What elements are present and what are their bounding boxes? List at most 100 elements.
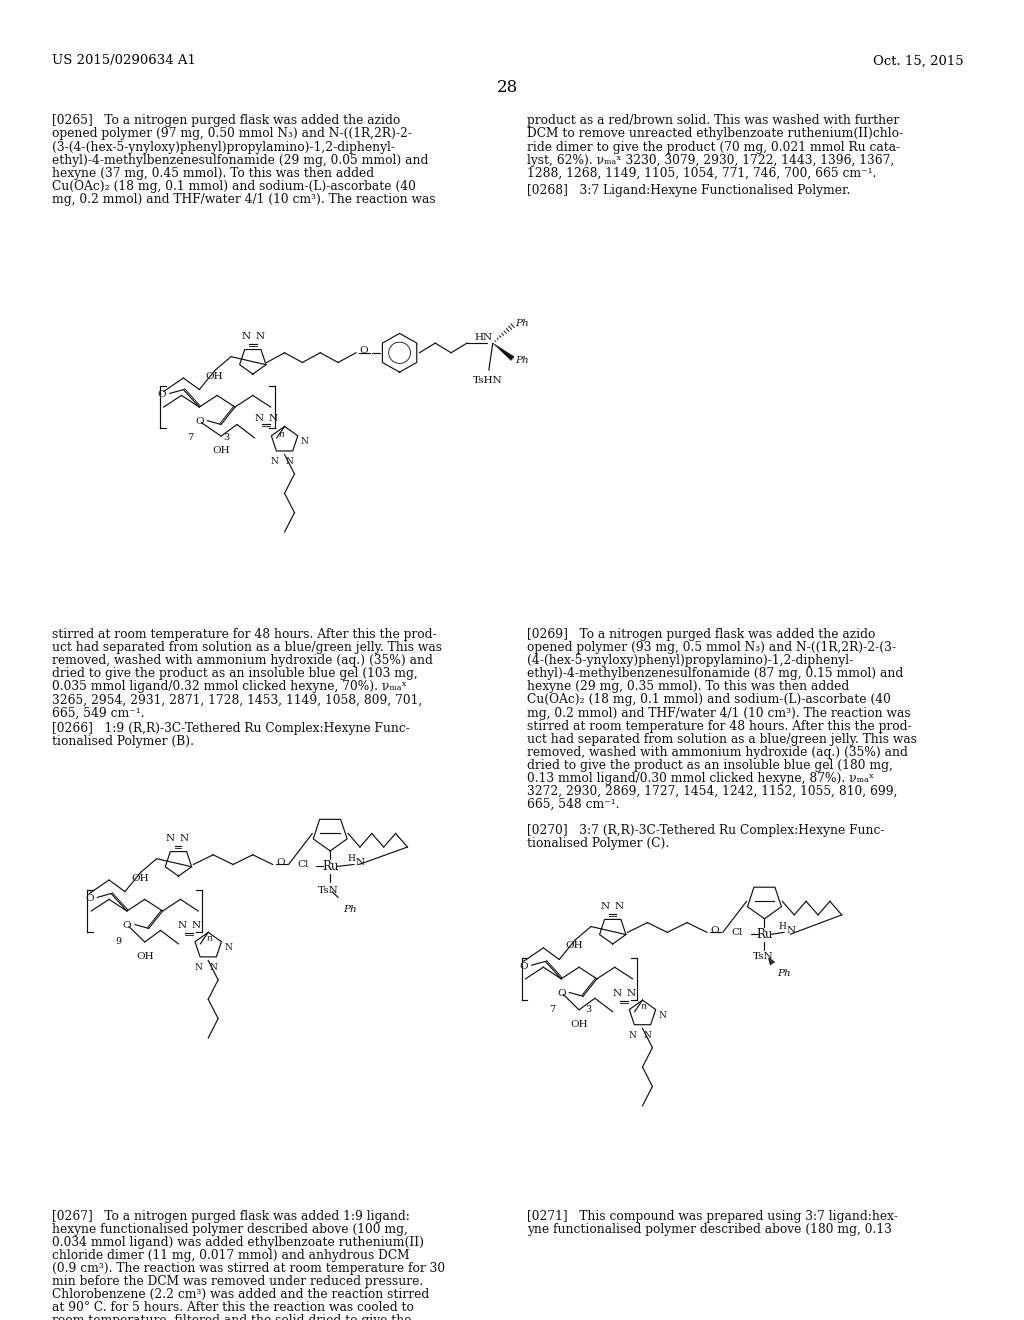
Text: N: N (612, 989, 622, 998)
Text: min before the DCM was removed under reduced pressure.: min before the DCM was removed under red… (51, 1275, 423, 1288)
Text: ethyl)-4-methylbenzenesulfonamide (29 mg, 0.05 mmol) and: ethyl)-4-methylbenzenesulfonamide (29 mg… (51, 153, 428, 166)
Text: chloride dimer (11 mg, 0.017 mmol) and anhydrous DCM: chloride dimer (11 mg, 0.017 mmol) and a… (51, 1249, 410, 1262)
Text: Ru: Ru (322, 859, 338, 873)
Text: (3-(4-(hex-5-ynyloxy)phenyl)propylamino)-1,2-diphenyl-: (3-(4-(hex-5-ynyloxy)phenyl)propylamino)… (51, 140, 394, 153)
Text: N: N (270, 458, 279, 466)
Text: mg, 0.2 mmol) and THF/water 4/1 (10 cm³). The reaction was: mg, 0.2 mmol) and THF/water 4/1 (10 cm³)… (527, 706, 911, 719)
Text: 0.13 mmol ligand/0.30 mmol clicked hexyne, 87%). νₘₐˣ: 0.13 mmol ligand/0.30 mmol clicked hexyn… (527, 772, 874, 785)
Text: O: O (276, 858, 285, 867)
Text: N: N (268, 413, 278, 422)
Text: dried to give the product as an insoluble blue gel (103 mg,: dried to give the product as an insolubl… (51, 668, 418, 680)
Text: 3265, 2954, 2931, 2871, 1728, 1453, 1149, 1058, 809, 701,: 3265, 2954, 2931, 2871, 1728, 1453, 1149… (51, 693, 422, 706)
Text: n: n (640, 1002, 646, 1011)
Text: n: n (206, 935, 212, 944)
Text: ride dimer to give the product (70 mg, 0.021 mmol Ru cata-: ride dimer to give the product (70 mg, 0… (527, 140, 901, 153)
Text: hexyne (29 mg, 0.35 mmol). To this was then added: hexyne (29 mg, 0.35 mmol). To this was t… (527, 680, 850, 693)
Text: 28: 28 (497, 79, 518, 96)
Text: N: N (658, 1011, 667, 1020)
Text: lyst, 62%). νₘₐˣ 3230, 3079, 2930, 1722, 1443, 1396, 1367,: lyst, 62%). νₘₐˣ 3230, 3079, 2930, 1722,… (527, 153, 895, 166)
Text: N: N (166, 834, 175, 843)
Text: [0269]   To a nitrogen purged flask was added the azido: [0269] To a nitrogen purged flask was ad… (527, 628, 876, 642)
Text: TsHN: TsHN (473, 376, 503, 385)
Text: HN: HN (475, 333, 493, 342)
Text: N: N (178, 921, 187, 931)
Text: H: H (347, 854, 355, 863)
Text: Ph: Ph (343, 906, 356, 915)
Text: O: O (557, 989, 565, 998)
Text: Cl: Cl (731, 928, 742, 937)
Text: 7: 7 (187, 433, 194, 442)
Text: stirred at room temperature for 48 hours. After this the prod-: stirred at room temperature for 48 hours… (527, 719, 912, 733)
Text: OH: OH (205, 371, 223, 380)
Text: O: O (359, 346, 369, 355)
Text: 3272, 2930, 2869, 1727, 1454, 1242, 1152, 1055, 810, 699,: 3272, 2930, 2869, 1727, 1454, 1242, 1152… (527, 785, 898, 799)
Text: uct had separated from solution as a blue/green jelly. This was: uct had separated from solution as a blu… (527, 733, 918, 746)
Text: mg, 0.2 mmol) and THF/water 4/1 (10 cm³). The reaction was: mg, 0.2 mmol) and THF/water 4/1 (10 cm³)… (51, 193, 435, 206)
Text: hexyne functionalised polymer described above (100 mg,: hexyne functionalised polymer described … (51, 1222, 408, 1236)
Text: (4-(hex-5-ynyloxy)phenyl)propylamino)-1,2-diphenyl-: (4-(hex-5-ynyloxy)phenyl)propylamino)-1,… (527, 655, 854, 667)
Text: (0.9 cm³). The reaction was stirred at room temperature for 30: (0.9 cm³). The reaction was stirred at r… (51, 1262, 444, 1275)
Text: TsN: TsN (318, 886, 339, 895)
Text: N: N (614, 902, 624, 911)
Text: N: N (195, 964, 202, 973)
Text: dried to give the product as an insoluble blue gel (180 mg,: dried to give the product as an insolubl… (527, 759, 893, 772)
Text: removed, washed with ammonium hydroxide (aq.) (35%) and: removed, washed with ammonium hydroxide … (527, 746, 908, 759)
Text: [0271]   This compound was prepared using 3:7 ligand:hex-: [0271] This compound was prepared using … (527, 1209, 898, 1222)
Text: ethyl)-4-methylbenzenesulfonamide (87 mg, 0.15 mmol) and: ethyl)-4-methylbenzenesulfonamide (87 mg… (527, 668, 904, 680)
Text: OH: OH (570, 1019, 588, 1028)
Text: N: N (242, 333, 251, 341)
Text: OH: OH (212, 446, 230, 455)
Text: OH: OH (136, 952, 154, 961)
Text: Cl: Cl (297, 861, 308, 869)
Text: 7: 7 (549, 1005, 555, 1014)
Text: N: N (629, 1031, 637, 1040)
Text: N: N (254, 413, 263, 422)
Text: yne functionalised polymer described above (180 mg, 0.13: yne functionalised polymer described abo… (527, 1222, 892, 1236)
Text: TsN: TsN (753, 952, 773, 961)
Text: N: N (224, 944, 232, 952)
Text: N: N (300, 437, 308, 446)
Text: [0270]   3:7 (R,R)-3C-Tethered Ru Complex:Hexyne Func-: [0270] 3:7 (R,R)-3C-Tethered Ru Complex:… (527, 824, 885, 837)
Text: Oct. 15, 2015: Oct. 15, 2015 (873, 54, 964, 67)
Text: 0.034 mmol ligand) was added ethylbenzoate ruthenium(II): 0.034 mmol ligand) was added ethylbenzoa… (51, 1236, 424, 1249)
Text: O: O (195, 417, 204, 426)
Text: OH: OH (131, 874, 148, 883)
Text: N: N (180, 834, 189, 843)
Text: N: N (600, 902, 609, 911)
Text: H: H (778, 921, 786, 931)
Text: N: N (255, 333, 264, 341)
Text: O: O (123, 921, 131, 931)
Text: opened polymer (93 mg, 0.5 mmol N₃) and N-((1R,2R)-2-(3-: opened polymer (93 mg, 0.5 mmol N₃) and … (527, 642, 896, 655)
Text: Cu(OAc)₂ (18 mg, 0.1 mmol) and sodium-(L)-ascorbate (40: Cu(OAc)₂ (18 mg, 0.1 mmol) and sodium-(L… (51, 180, 416, 193)
Text: 3: 3 (223, 433, 229, 442)
Text: 665, 549 cm⁻¹.: 665, 549 cm⁻¹. (51, 706, 144, 719)
Text: 1288, 1268, 1149, 1105, 1054, 771, 746, 700, 665 cm⁻¹.: 1288, 1268, 1149, 1105, 1054, 771, 746, … (527, 166, 877, 180)
Text: hexyne (37 mg, 0.45 mmol). To this was then added: hexyne (37 mg, 0.45 mmol). To this was t… (51, 166, 374, 180)
Text: N: N (626, 989, 635, 998)
Text: [0265]   To a nitrogen purged flask was added the azido: [0265] To a nitrogen purged flask was ad… (51, 115, 399, 127)
Text: N: N (209, 964, 217, 973)
Text: [0266]   1:9 (R,R)-3C-Tethered Ru Complex:Hexyne Func-: [0266] 1:9 (R,R)-3C-Tethered Ru Complex:… (51, 722, 410, 735)
Text: Cu(OAc)₂ (18 mg, 0.1 mmol) and sodium-(L)-ascorbate (40: Cu(OAc)₂ (18 mg, 0.1 mmol) and sodium-(L… (527, 693, 891, 706)
Text: tionalised Polymer (C).: tionalised Polymer (C). (527, 837, 670, 850)
Text: uct had separated from solution as a blue/green jelly. This was: uct had separated from solution as a blu… (51, 642, 441, 655)
Text: tionalised Polymer (B).: tionalised Polymer (B). (51, 735, 194, 748)
Polygon shape (493, 343, 514, 360)
Text: n: n (279, 430, 285, 440)
Text: opened polymer (97 mg, 0.50 mmol N₃) and N-((1R,2R)-2-: opened polymer (97 mg, 0.50 mmol N₃) and… (51, 128, 412, 140)
Text: [0267]   To a nitrogen purged flask was added 1:9 ligand:: [0267] To a nitrogen purged flask was ad… (51, 1209, 410, 1222)
Text: 3: 3 (585, 1005, 591, 1014)
Text: Chlorobenzene (2.2 cm³) was added and the reaction stirred: Chlorobenzene (2.2 cm³) was added and th… (51, 1288, 429, 1302)
Text: DCM to remove unreacted ethylbenzoate ruthenium(II)chlo-: DCM to remove unreacted ethylbenzoate ru… (527, 128, 903, 140)
Text: N: N (286, 458, 294, 466)
Text: at 90° C. for 5 hours. After this the reaction was cooled to: at 90° C. for 5 hours. After this the re… (51, 1302, 414, 1315)
Text: N: N (356, 858, 366, 867)
Text: 665, 548 cm⁻¹.: 665, 548 cm⁻¹. (527, 799, 620, 810)
Text: Ph: Ph (515, 356, 529, 366)
Text: O: O (85, 894, 93, 903)
Text: removed, washed with ammonium hydroxide (aq.) (35%) and: removed, washed with ammonium hydroxide … (51, 655, 432, 667)
Text: Ph: Ph (777, 969, 791, 978)
Text: O: O (519, 962, 527, 970)
Text: N: N (191, 921, 201, 931)
Text: product as a red/brown solid. This was washed with further: product as a red/brown solid. This was w… (527, 115, 900, 127)
